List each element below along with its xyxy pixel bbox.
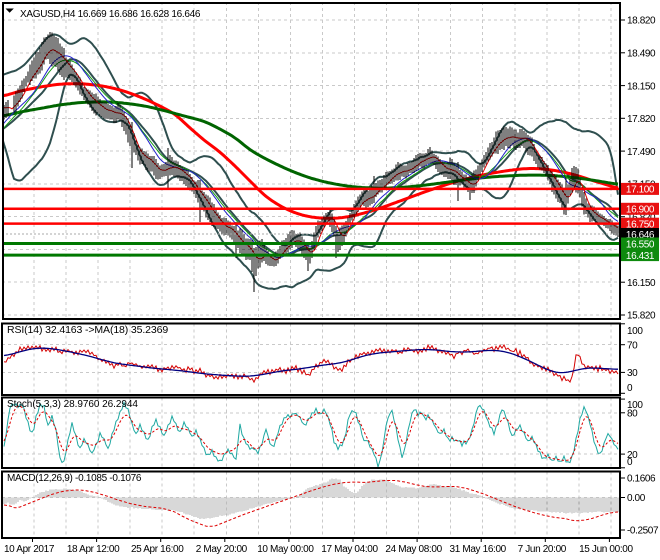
svg-text:15 Jun 00:00: 15 Jun 00:00 [579, 544, 633, 555]
svg-text:7 Jun 20:00: 7 Jun 20:00 [518, 544, 567, 555]
svg-text:25 Apr 16:00: 25 Apr 16:00 [131, 544, 184, 555]
svg-text:2 May 20:00: 2 May 20:00 [196, 544, 248, 555]
svg-text:20: 20 [627, 450, 638, 461]
svg-text:18 Apr 12:00: 18 Apr 12:00 [67, 544, 120, 555]
svg-text:XAGUSD,H4 16.669 16.686 16.62: XAGUSD,H4 16.669 16.686 16.628 16.646 [20, 9, 201, 20]
svg-text:31 May 16:00: 31 May 16:00 [449, 544, 506, 555]
svg-text:10 Apr 2017: 10 Apr 2017 [4, 544, 55, 555]
svg-text:16.150: 16.150 [627, 278, 656, 289]
svg-text:-0.2507: -0.2507 [627, 526, 659, 537]
svg-text:10 May 00:00: 10 May 00:00 [257, 544, 314, 555]
svg-text:16.646: 16.646 [626, 230, 655, 241]
svg-text:100: 100 [627, 400, 643, 411]
svg-text:18.490: 18.490 [627, 49, 656, 60]
svg-text:RSI(14) 32.4163 ->MA(18) 35.2: RSI(14) 32.4163 ->MA(18) 35.2369 [7, 324, 168, 336]
svg-text:100: 100 [627, 326, 643, 337]
svg-text:0: 0 [627, 457, 633, 468]
svg-text:16.900: 16.900 [626, 205, 655, 216]
svg-text:17 May 04:00: 17 May 04:00 [321, 544, 378, 555]
svg-text:MACD(12,26,9) -0.1085 -0.1076: MACD(12,26,9) -0.1085 -0.1076 [7, 473, 142, 484]
svg-text:17.490: 17.490 [627, 147, 656, 158]
svg-text:16.550: 16.550 [626, 239, 655, 250]
svg-text:18.150: 18.150 [627, 81, 656, 92]
svg-text:15.820: 15.820 [627, 311, 656, 322]
svg-text:Stoch(5,3,3) 28.9760 26.2944: Stoch(5,3,3) 28.9760 26.2944 [7, 399, 138, 410]
svg-text:0.00: 0.00 [627, 493, 646, 504]
svg-text:16.750: 16.750 [626, 220, 655, 231]
svg-text:17.100: 17.100 [626, 185, 655, 196]
svg-text:16.431: 16.431 [626, 251, 655, 262]
svg-text:30: 30 [627, 368, 638, 379]
svg-text:0.1606: 0.1606 [627, 474, 656, 485]
svg-text:80: 80 [627, 409, 638, 420]
svg-text:17.820: 17.820 [627, 114, 656, 125]
svg-text:70: 70 [627, 340, 638, 351]
svg-text:18.820: 18.820 [627, 16, 656, 27]
svg-text:0: 0 [627, 383, 633, 394]
svg-text:24 May 08:00: 24 May 08:00 [385, 544, 442, 555]
